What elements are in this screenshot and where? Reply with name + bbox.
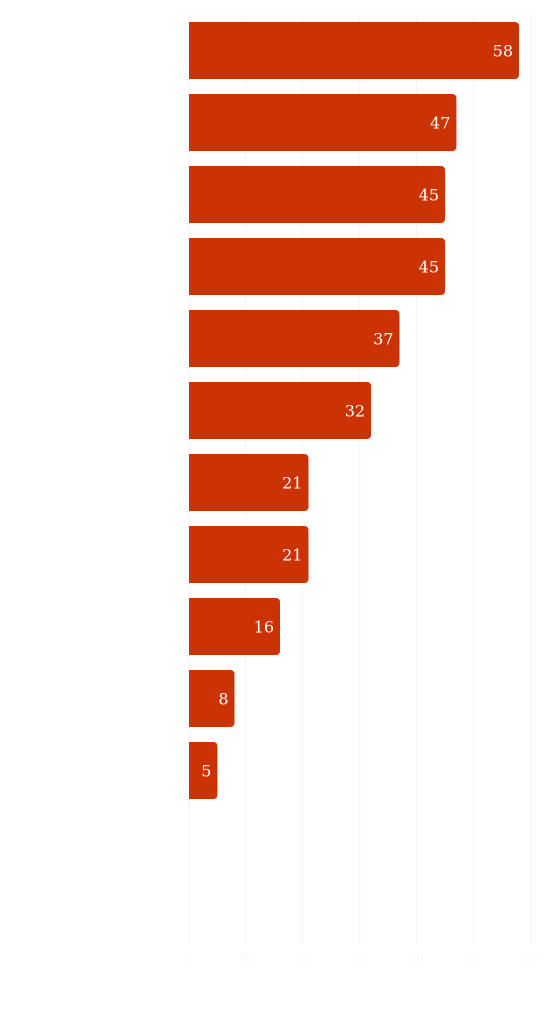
bar (189, 22, 519, 79)
bar-value-label: 37 (373, 330, 393, 349)
bar (189, 166, 446, 223)
bar-value-label: 8 (218, 690, 228, 709)
x-tick-label: 50 (466, 952, 480, 965)
bar-value-label: 16 (254, 618, 274, 637)
x-tick-label: 60 (523, 952, 537, 965)
bar-edge (189, 382, 195, 439)
bar-edge (189, 670, 195, 727)
bar-value-label: 58 (493, 42, 513, 61)
bar-value-label: 47 (430, 114, 450, 133)
bar-value-label: 21 (282, 546, 302, 565)
bar-edge (189, 454, 195, 511)
bar (189, 382, 372, 439)
bar-edge (189, 94, 195, 151)
bar-value-label: 32 (345, 402, 365, 421)
bar-value-label: 21 (282, 474, 302, 493)
bar-value-label: 45 (419, 186, 439, 205)
bar (189, 94, 457, 151)
bar (189, 454, 309, 511)
bar-edge (189, 526, 195, 583)
bar (189, 598, 281, 655)
bar-series: 58 47 45 45 37 32 21 21 16 8 5 (189, 22, 519, 799)
bar (189, 742, 218, 799)
bar-value-label: 5 (201, 762, 211, 781)
bar (189, 310, 400, 367)
x-tick-label: 20 (296, 952, 310, 965)
x-tick-label: 10 (239, 952, 253, 965)
bar (189, 670, 235, 727)
bar-edge (189, 22, 195, 79)
bar (189, 526, 309, 583)
x-tick-labels: 0 10 20 30 40 50 60 (186, 952, 538, 965)
bar-edge (189, 598, 195, 655)
x-tick-label: 0 (186, 952, 193, 965)
bar (189, 238, 446, 295)
bar-edge (189, 166, 195, 223)
bar-edge (189, 742, 195, 799)
x-tick-label: 40 (410, 952, 424, 965)
x-tick-label: 30 (353, 952, 367, 965)
bar-value-label: 45 (419, 258, 439, 277)
bar-edge (189, 238, 195, 295)
bar-edge (189, 310, 195, 367)
